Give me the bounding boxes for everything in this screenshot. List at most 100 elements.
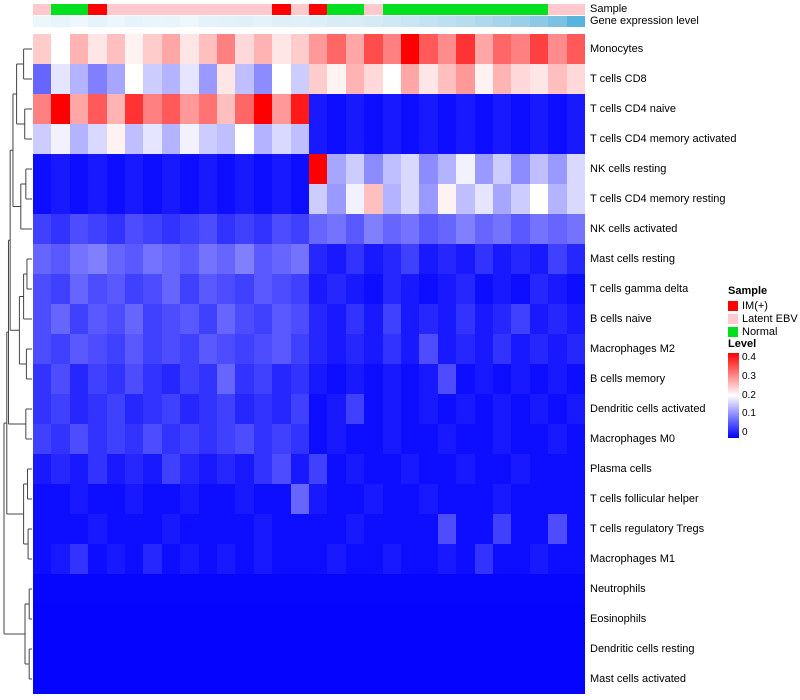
heatmap-cell xyxy=(290,574,309,604)
heatmap-cell xyxy=(327,454,346,484)
heatmap-cell xyxy=(216,514,236,544)
heatmap-cell xyxy=(88,64,107,94)
heatmap-cell xyxy=(198,184,217,214)
sample-legend-title: Sample xyxy=(728,285,768,297)
heatmap-cell xyxy=(327,304,346,334)
heatmap-cell xyxy=(235,154,254,184)
row-labels: Monocytes T cells CD8 T cells CD4 naive T c… xyxy=(590,34,737,694)
heatmap-cell xyxy=(492,64,512,94)
heatmap-cell xyxy=(345,334,365,364)
heatmap-cell xyxy=(308,604,328,634)
heatmap-cell xyxy=(437,364,457,394)
heatmap-cell xyxy=(511,394,530,424)
heatmap-cell xyxy=(198,454,217,484)
heatmap-cell xyxy=(106,154,125,184)
heatmap-cell xyxy=(69,124,89,154)
gene-expression-annotation-bar xyxy=(33,16,585,27)
heatmap-cell xyxy=(124,394,144,424)
heatmap-cell xyxy=(33,304,52,334)
legend-item: IM(+) xyxy=(728,300,798,312)
gene-expression-annotation-label: Gene expression level xyxy=(590,15,699,27)
heatmap-cell xyxy=(327,604,346,634)
heatmap-cell xyxy=(529,124,549,154)
heatmap-cell xyxy=(180,394,199,424)
gene-expression-annotation-cell xyxy=(198,16,217,27)
heatmap-cell xyxy=(345,364,365,394)
heatmap-cell xyxy=(419,64,438,94)
heatmap-cell xyxy=(51,394,70,424)
heatmap-cell xyxy=(143,544,162,574)
heatmap-cell xyxy=(216,64,236,94)
heatmap-cell xyxy=(437,154,457,184)
heatmap-cell xyxy=(566,484,585,514)
heatmap-cell xyxy=(492,244,512,274)
heatmap-cell xyxy=(216,214,236,244)
heatmap-cell xyxy=(106,34,125,64)
sample-annotation-bar xyxy=(33,4,585,15)
heatmap-cell xyxy=(474,64,493,94)
gene-expression-annotation-cell xyxy=(88,16,107,27)
heatmap-cell xyxy=(51,94,70,124)
heatmap-cell xyxy=(161,364,181,394)
heatmap-cell xyxy=(548,574,567,604)
heatmap-cell xyxy=(474,394,493,424)
heatmap-cell xyxy=(382,334,401,364)
sample-annotation-cell xyxy=(198,4,217,15)
heatmap-cell xyxy=(511,484,530,514)
heatmap-cell xyxy=(69,214,89,244)
heatmap-cell xyxy=(548,34,567,64)
heatmap-cell xyxy=(124,454,144,484)
row-label: Plasma cells xyxy=(590,463,652,475)
heatmap-cell xyxy=(51,484,70,514)
sample-annotation-cell xyxy=(419,4,438,15)
heatmap-cell xyxy=(345,454,365,484)
heatmap-cell xyxy=(216,34,236,64)
heatmap-cell xyxy=(327,484,346,514)
heatmap-cell xyxy=(180,364,199,394)
heatmap-cell xyxy=(180,94,199,124)
heatmap-cell xyxy=(198,604,217,634)
heatmap-cell xyxy=(548,514,567,544)
sample-annotation-cell xyxy=(124,4,144,15)
heatmap-cell xyxy=(161,154,181,184)
heatmap-cell xyxy=(437,184,457,214)
heatmap-cell xyxy=(51,454,70,484)
heatmap-cell xyxy=(272,634,291,664)
heatmap-cell xyxy=(364,334,383,364)
heatmap-cell xyxy=(216,154,236,184)
heatmap-cell xyxy=(492,484,512,514)
heatmap-cell xyxy=(235,34,254,64)
heatmap-cell xyxy=(456,334,475,364)
heatmap-cell xyxy=(106,574,125,604)
heatmap-cell xyxy=(216,634,236,664)
heatmap-cell xyxy=(511,154,530,184)
heatmap-cell xyxy=(124,154,144,184)
heatmap-cell xyxy=(382,454,401,484)
heatmap-cell xyxy=(290,544,309,574)
heatmap-cell xyxy=(198,484,217,514)
heatmap-cell xyxy=(235,184,254,214)
heatmap-cell xyxy=(400,544,420,574)
heatmap-cell xyxy=(364,454,383,484)
heatmap-cell xyxy=(69,574,89,604)
heatmap-cell xyxy=(364,304,383,334)
heatmap-cell xyxy=(382,184,401,214)
heatmap-cell xyxy=(235,424,254,454)
heatmap-cell xyxy=(345,574,365,604)
heatmap-cell xyxy=(566,544,585,574)
heatmap-cell xyxy=(456,274,475,304)
heatmap-cell xyxy=(272,304,291,334)
heatmap-cell xyxy=(529,514,549,544)
heatmap-cell xyxy=(419,34,438,64)
heatmap-cell xyxy=(51,214,70,244)
heatmap-cell xyxy=(327,214,346,244)
heatmap-cell xyxy=(308,544,328,574)
heatmap-cell xyxy=(235,544,254,574)
heatmap-cell xyxy=(106,124,125,154)
heatmap-cell xyxy=(437,94,457,124)
heatmap-cell xyxy=(106,94,125,124)
gene-expression-annotation-cell xyxy=(511,16,530,27)
heatmap-cell xyxy=(419,484,438,514)
heatmap-cell xyxy=(88,484,107,514)
heatmap-cell xyxy=(548,244,567,274)
